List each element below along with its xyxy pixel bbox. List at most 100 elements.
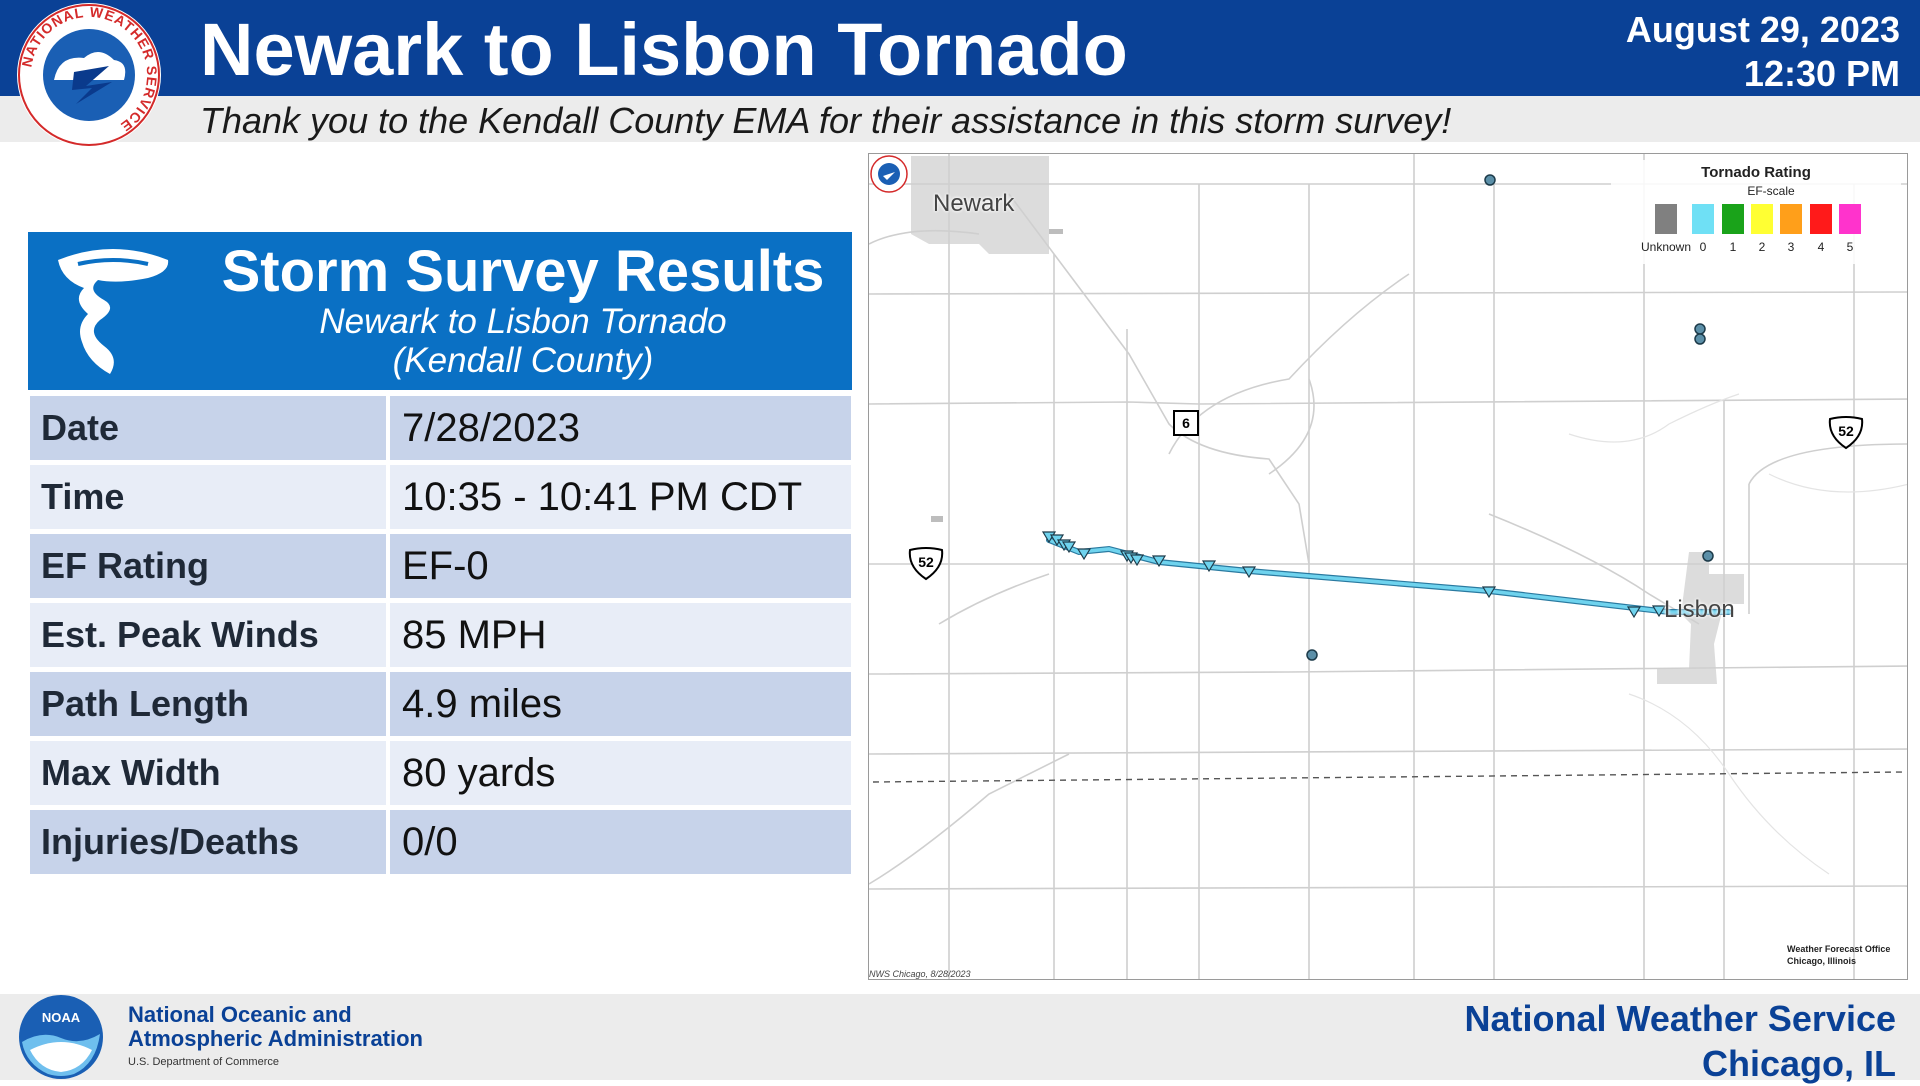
nws-office-name: National Weather Service [1464, 998, 1896, 1039]
county-boundary [872, 771, 1906, 783]
nws-office-location: Chicago, IL [1701, 1043, 1896, 1084]
survey-table: Date 7/28/2023 Time 10:35 - 10:41 PM CDT… [30, 396, 851, 879]
acknowledgement-text: Thank you to the Kendall County EMA for … [200, 100, 1452, 141]
us52-shield-west: 52 [907, 547, 945, 581]
legend-swatch [1839, 204, 1861, 234]
road-network [869, 154, 1907, 979]
row-value: 4.9 miles [390, 672, 851, 736]
legend-swatch [1780, 204, 1802, 234]
row-label: EF Rating [30, 534, 386, 598]
tornado-track[interactable] [1046, 537, 1732, 615]
noaa-name: National Oceanic and Atmospheric Adminis… [128, 1003, 423, 1051]
issue-datetime: August 29, 2023 12:30 PM [1626, 8, 1900, 96]
table-row: Injuries/Deaths 0/0 [30, 810, 851, 874]
noaa-department: U.S. Department of Commerce [128, 1056, 279, 1068]
legend-swatch [1655, 204, 1677, 234]
legend-subtitle: EF-scale [1747, 184, 1795, 198]
legend-swatch-label: 1 [1729, 240, 1737, 254]
legend-swatch-label: 0 [1699, 240, 1707, 254]
storm-report-marker[interactable] [1694, 333, 1706, 345]
survey-county: (Kendall County) [392, 341, 654, 380]
damage-point-marker[interactable] [1129, 554, 1145, 567]
storm-reports [1306, 174, 1714, 661]
damage-point-marker[interactable] [1481, 586, 1497, 599]
damage-points [1041, 531, 1667, 619]
page-title: Newark to Lisbon Tornado [200, 8, 1128, 91]
damage-point-marker[interactable] [1061, 541, 1077, 554]
damage-point-marker[interactable] [1626, 606, 1642, 619]
legend-swatch-label: 4 [1817, 240, 1825, 254]
legend-swatch [1751, 204, 1773, 234]
pond [931, 516, 943, 522]
damage-point-marker[interactable] [1241, 566, 1257, 579]
noaa-line2: Atmospheric Administration [128, 1026, 423, 1051]
streams [1568, 393, 1907, 875]
us52-label-west: 52 [918, 554, 934, 570]
map-credit: NWS Chicago, 8/28/2023 [869, 969, 971, 979]
wfo-label: Weather Forecast Office Chicago, Illinoi… [1787, 943, 1897, 967]
table-row: Time 10:35 - 10:41 PM CDT [30, 465, 851, 529]
town-label-newark: Newark [933, 190, 1015, 217]
lisbon-town-area [1657, 552, 1744, 684]
route-6-shield: 6 [1173, 410, 1199, 436]
damage-point-marker[interactable] [1201, 560, 1217, 573]
storm-report-marker[interactable] [1702, 550, 1714, 562]
table-row: Date 7/28/2023 [30, 396, 851, 460]
tornado-track-fill [1047, 538, 1731, 614]
row-label: Date [30, 396, 386, 460]
town-label-lisbon: Lisbon [1664, 596, 1735, 623]
noaa-line1: National Oceanic and [128, 1002, 352, 1027]
nws-logo-icon: NATIONAL WEATHER SERVICE [17, 3, 161, 147]
storm-report-marker[interactable] [1306, 649, 1318, 661]
noaa-logo-lettering: NOAA [42, 1010, 81, 1025]
survey-event-name: Newark to Lisbon Tornado [319, 302, 727, 341]
wfo-line2: Chicago, Illinois [1787, 956, 1857, 966]
row-value: 7/28/2023 [390, 396, 851, 460]
nws-office: National Weather Service Chicago, IL [1464, 996, 1896, 1086]
legend-swatch-label: Unknown [1640, 240, 1692, 254]
newark-town-area [911, 156, 1049, 254]
row-value: 80 yards [390, 741, 851, 805]
damage-point-marker[interactable] [1651, 605, 1667, 618]
legend-swatch-label: 5 [1846, 240, 1854, 254]
table-row: EF Rating EF-0 [30, 534, 851, 598]
row-label: Path Length [30, 672, 386, 736]
nws-small-logo-icon [870, 155, 908, 193]
map-canvas [869, 154, 1907, 979]
storm-report-marker[interactable] [1694, 323, 1706, 335]
table-row: Max Width 80 yards [30, 741, 851, 805]
tornado-icon [58, 249, 169, 374]
header-bar [0, 0, 1920, 96]
us52-label-east: 52 [1838, 423, 1854, 439]
row-label: Max Width [30, 741, 386, 805]
route-6-label: 6 [1182, 415, 1190, 431]
table-row: Path Length 4.9 miles [30, 672, 851, 736]
issue-time: 12:30 PM [1743, 53, 1900, 94]
legend-swatch-label: 3 [1787, 240, 1795, 254]
legend-swatch [1722, 204, 1744, 234]
legend-swatch [1810, 204, 1832, 234]
survey-results-header: Storm Survey Results Newark to Lisbon To… [28, 232, 852, 390]
survey-title: Storm Survey Results [221, 239, 825, 304]
tornado-rating-legend: Tornado Rating EF-scale Unknown 0 1 2 3 4 5 [1611, 160, 1901, 264]
issue-date: August 29, 2023 [1625, 9, 1900, 50]
tornado-track-map[interactable]: Newark Lisbon 6 52 52 Tornado Rating EF-… [868, 153, 1908, 980]
footer-bar [0, 994, 1920, 1080]
legend-title: Tornado Rating [1701, 164, 1811, 181]
row-value: 85 MPH [390, 603, 851, 667]
damage-point-marker[interactable] [1076, 548, 1092, 561]
us52-shield-east: 52 [1827, 416, 1865, 450]
row-value: 0/0 [390, 810, 851, 874]
row-label: Time [30, 465, 386, 529]
row-value: 10:35 - 10:41 PM CDT [390, 465, 851, 529]
wfo-line1: Weather Forecast Office [1787, 944, 1891, 954]
damage-point-marker[interactable] [1151, 555, 1167, 568]
subtitle-bar [0, 96, 1920, 142]
survey-subtitle: Newark to Lisbon Tornado (Kendall County… [203, 302, 843, 380]
noaa-logo-icon: NOAA [19, 995, 103, 1079]
pond [1049, 229, 1063, 234]
row-label: Est. Peak Winds [30, 603, 386, 667]
row-value: EF-0 [390, 534, 851, 598]
storm-report-marker[interactable] [1484, 174, 1496, 186]
legend-swatch [1692, 204, 1714, 234]
